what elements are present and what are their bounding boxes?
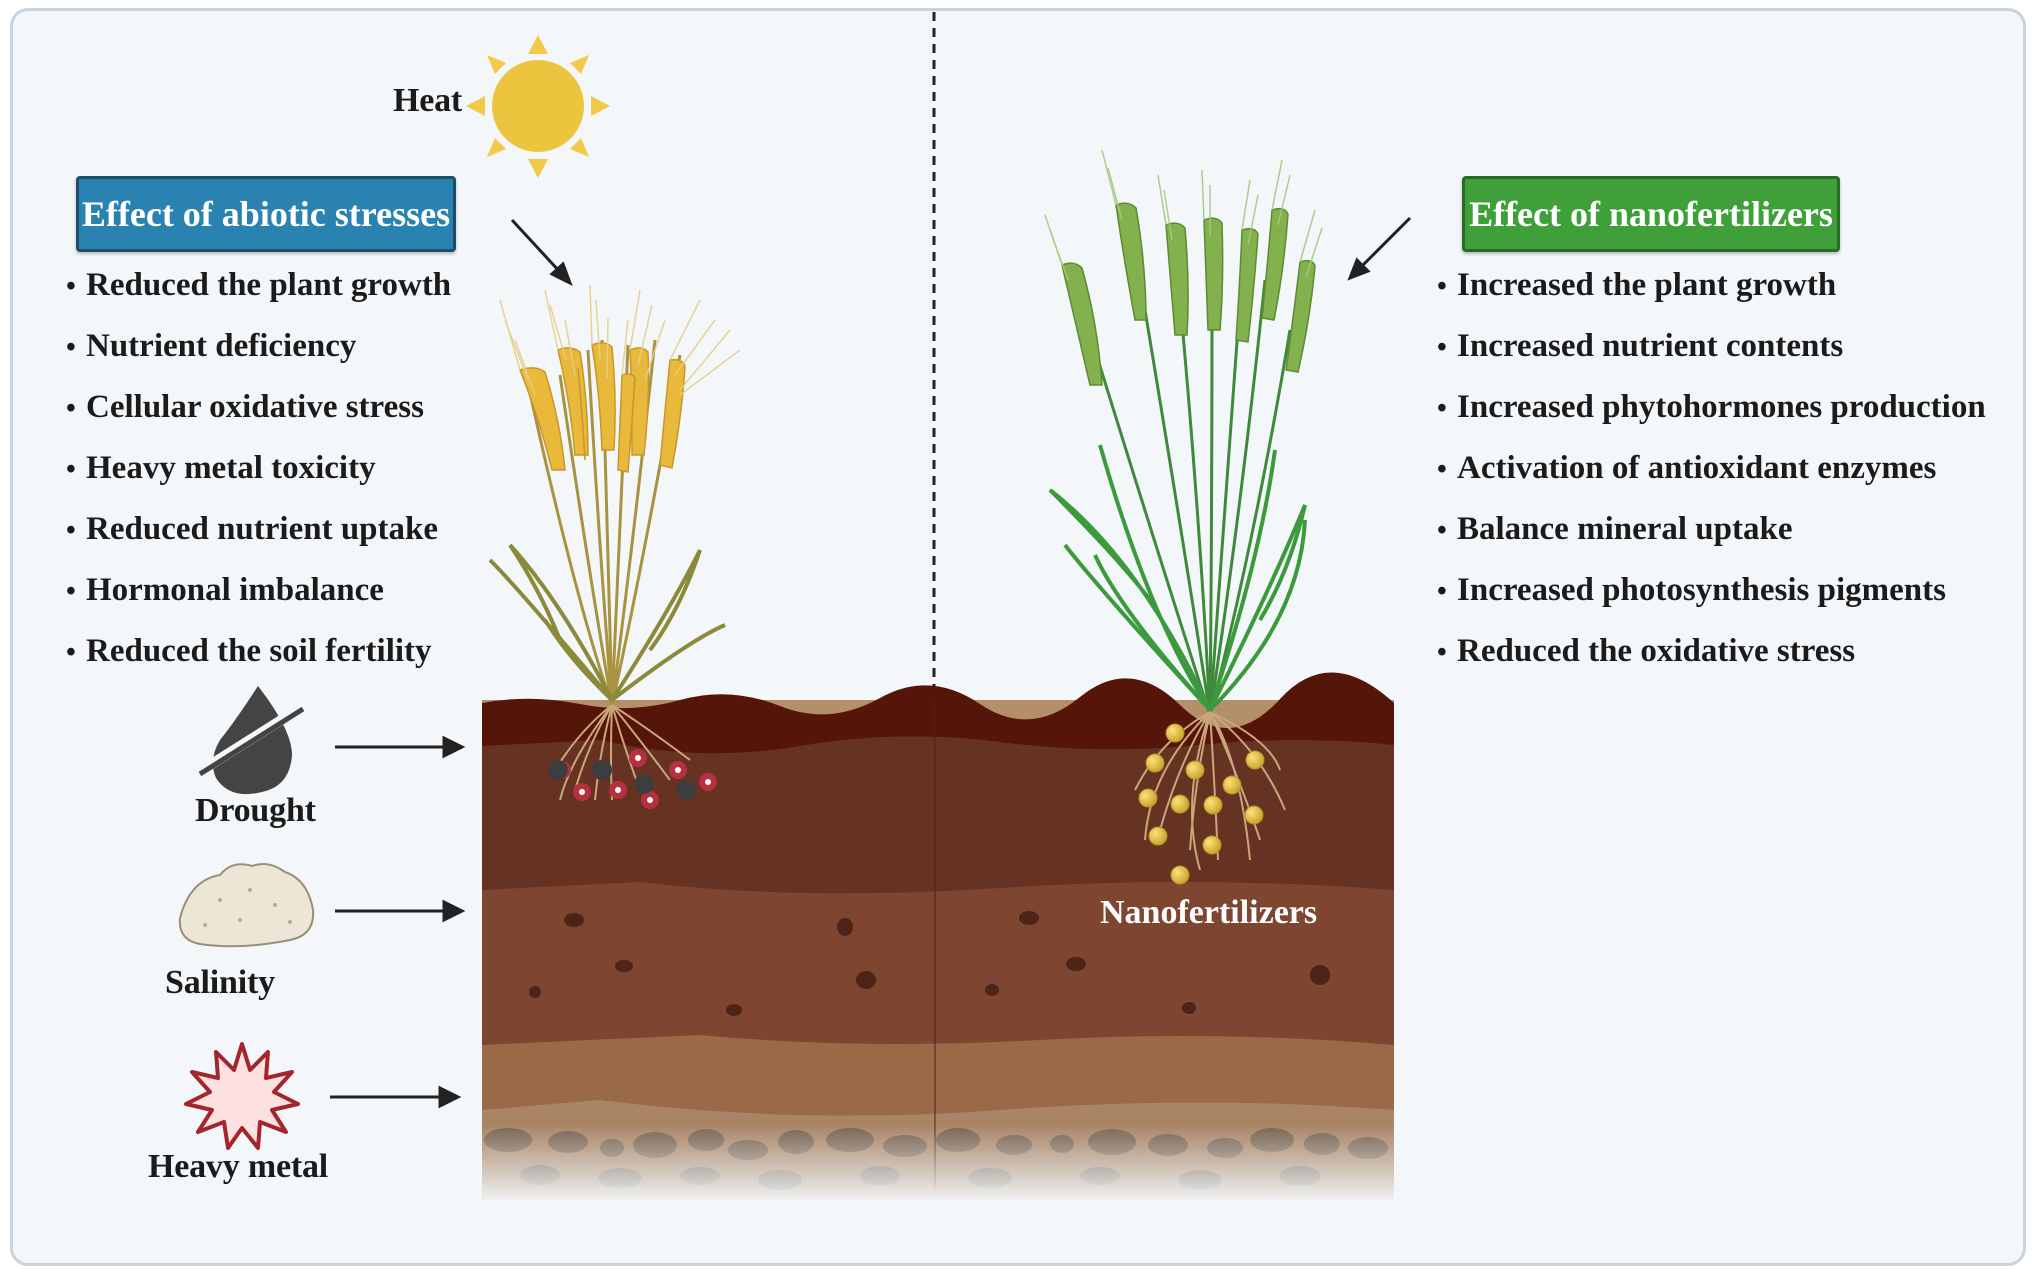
list-item: Increased phytohormones production	[1437, 377, 1986, 438]
heat-label: Heat	[393, 82, 463, 119]
arrow-heavy-metal	[330, 1085, 462, 1109]
drought-label: Drought	[195, 792, 316, 829]
nanofertilizer-title: Effect of nanofertilizers	[1462, 176, 1840, 252]
list-item: Increased nutrient contents	[1437, 316, 1986, 377]
soil-block	[478, 672, 1400, 1205]
arrow-to-healthy-plant	[1347, 216, 1412, 281]
sun-icon	[466, 35, 610, 178]
abiotic-stress-title: Effect of abiotic stresses	[76, 176, 456, 252]
list-item: Reduced the oxidative stress	[1437, 621, 1986, 682]
arrow-salinity	[335, 899, 466, 923]
list-item: Reduced the plant growth	[66, 255, 451, 316]
starburst-icon	[184, 1042, 300, 1150]
stressed-wheat-plant	[488, 284, 741, 809]
list-item: Reduced nutrient uptake	[66, 499, 451, 560]
list-item: Heavy metal toxicity	[66, 438, 451, 499]
list-item: Reduced the soil fertility	[66, 621, 451, 682]
salt-pile-icon	[178, 863, 315, 948]
list-item: Activation of antioxidant enzymes	[1437, 438, 1986, 499]
heavy-metal-label: Heavy metal	[148, 1148, 329, 1185]
list-item: Balance mineral uptake	[1437, 499, 1986, 560]
list-item: Nutrient deficiency	[66, 316, 451, 377]
list-item: Cellular oxidative stress	[66, 377, 451, 438]
salinity-label: Salinity	[165, 964, 275, 1001]
list-item: Hormonal imbalance	[66, 560, 451, 621]
nanofertilizers-label: Nanofertilizers	[1100, 894, 1318, 931]
healthy-wheat-plant	[1044, 149, 1323, 885]
list-item: Increased the plant growth	[1437, 255, 1986, 316]
abiotic-effects-list: Reduced the plant growth Nutrient defici…	[66, 255, 451, 682]
arrow-drought	[335, 735, 466, 759]
no-water-drop-icon	[198, 686, 308, 795]
list-item: Increased photosynthesis pigments	[1437, 560, 1986, 621]
nanofertilizer-effects-list: Increased the plant growth Increased nut…	[1437, 255, 1986, 682]
arrow-to-stressed-plant	[510, 218, 573, 287]
